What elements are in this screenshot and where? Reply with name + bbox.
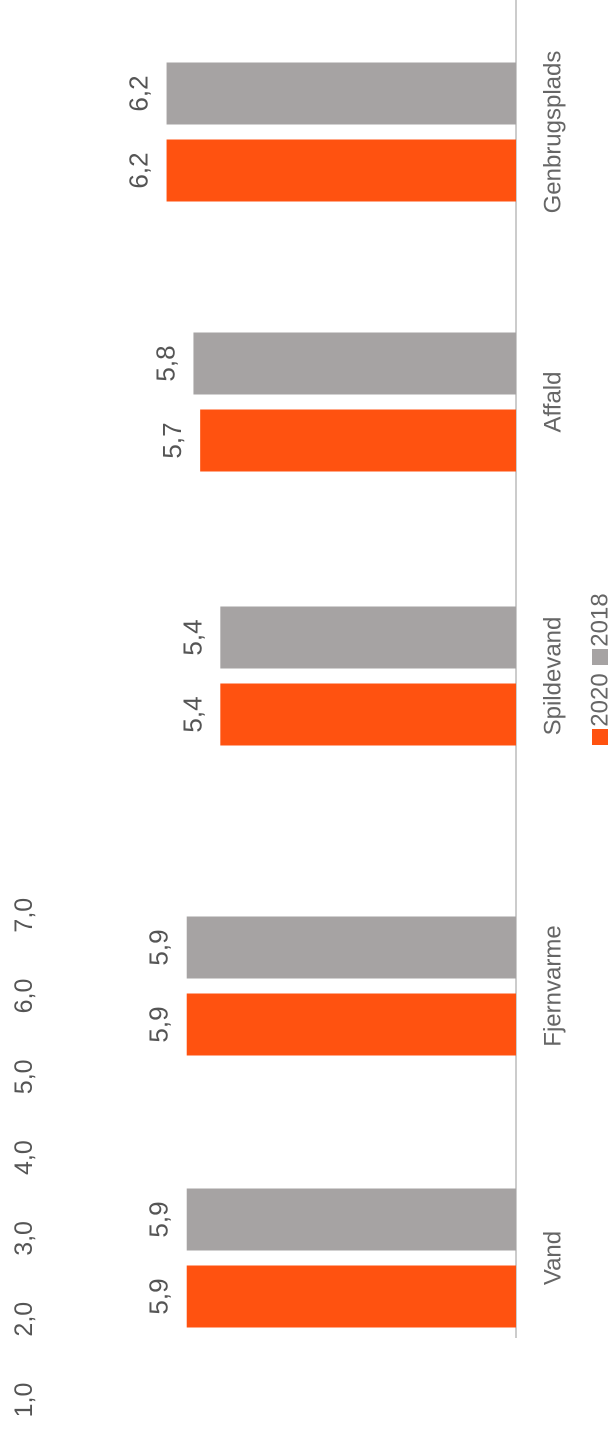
- value-tick-label: 1,0: [10, 1383, 38, 1418]
- bar-2020: [200, 409, 516, 472]
- legend-label-2020: 2020: [587, 673, 614, 726]
- bar-2018: [186, 1188, 516, 1251]
- data-label-2018: 5,9: [144, 929, 174, 965]
- bar-2020: [186, 993, 516, 1056]
- bar-2018: [193, 332, 516, 395]
- value-tick-label: 6,0: [10, 979, 38, 1014]
- legend: 2020 2018: [587, 593, 614, 745]
- data-label-2018: 5,8: [150, 345, 180, 381]
- bar-2020: [186, 1265, 516, 1328]
- value-tick-label: 2,0: [10, 1302, 38, 1337]
- data-labels: 5,9 5,9 5,9 5,9 5,4 5,4 5,7 5,8 6,2 6,2: [124, 75, 208, 1314]
- data-label-2020: 5,9: [144, 1278, 174, 1314]
- category-label: Genbrugsplads: [540, 51, 567, 214]
- bar-2018: [166, 62, 516, 125]
- value-tick-label: 3,0: [10, 1221, 38, 1256]
- data-label-2018: 5,9: [144, 1201, 174, 1237]
- value-tick-label: 5,0: [10, 1059, 38, 1094]
- category-label: Affald: [540, 372, 567, 433]
- value-tick-label: 4,0: [10, 1140, 38, 1175]
- legend-swatch-2020: [592, 729, 608, 745]
- bar-2020: [220, 683, 516, 746]
- bar-2018: [220, 606, 516, 669]
- value-axis-ticks: 1,0 2,0 3,0 4,0 5,0 6,0 7,0: [10, 898, 38, 1418]
- data-label-2018: 6,2: [124, 75, 154, 111]
- value-tick-label: 7,0: [10, 898, 38, 933]
- category-labels: Vand Fjernvarme Spildevand Affald Genbrugspl…: [540, 51, 567, 1286]
- data-label-2018: 5,4: [177, 619, 207, 655]
- bar-2018: [186, 916, 516, 979]
- legend-swatch-2018: [592, 649, 608, 665]
- data-label-2020: 5,7: [157, 422, 187, 458]
- legend-label-2018: 2018: [587, 593, 614, 646]
- category-label: Vand: [540, 1231, 567, 1285]
- category-label: Fjernvarme: [540, 925, 567, 1046]
- bar-2020: [166, 139, 516, 202]
- data-label-2020: 5,9: [144, 1006, 174, 1042]
- data-label-2020: 5,4: [177, 696, 207, 732]
- category-label: Spildevand: [540, 617, 567, 736]
- bars: [166, 62, 516, 1328]
- data-label-2020: 6,2: [124, 152, 154, 188]
